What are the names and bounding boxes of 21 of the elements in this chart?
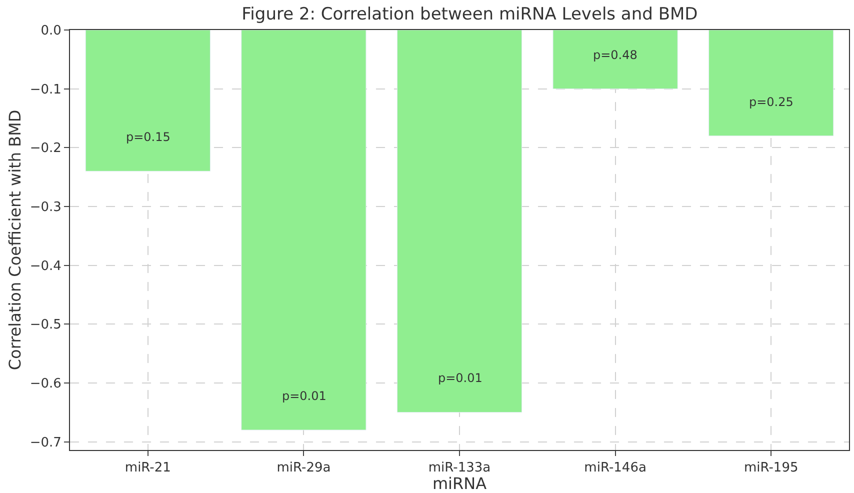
x-tick-label: miR-21 (124, 460, 171, 476)
y-tick-label: −0.5 (30, 318, 62, 333)
x-tick-label: miR-133a (428, 460, 491, 476)
y-tick-label: −0.1 (30, 82, 62, 98)
annotation: p=0.48 (593, 48, 638, 62)
annotation: p=0.15 (126, 130, 170, 144)
x-tick-label: miR-146a (584, 460, 646, 476)
annotation: p=0.25 (749, 95, 794, 109)
y-tick-label: −0.4 (30, 258, 62, 274)
y-tick-label: −0.3 (30, 200, 62, 216)
x-axis-title: miRNA (432, 474, 487, 493)
x-tick-label: miR-195 (744, 460, 798, 476)
y-tick-label: −0.7 (30, 435, 62, 450)
annotation: p=0.01 (438, 371, 482, 385)
x-tick-label: miR-29a (276, 460, 331, 476)
y-tick-label: −0.2 (30, 141, 62, 156)
y-tick-label: −0.6 (30, 376, 62, 392)
chart-title: Figure 2: Correlation between miRNA Levels and BMD (242, 4, 698, 24)
y-axis-title: Correlation Coefficient with BMD (6, 110, 25, 370)
annotation: p=0.01 (282, 389, 326, 403)
y-tick-label: 0.0 (40, 24, 62, 39)
